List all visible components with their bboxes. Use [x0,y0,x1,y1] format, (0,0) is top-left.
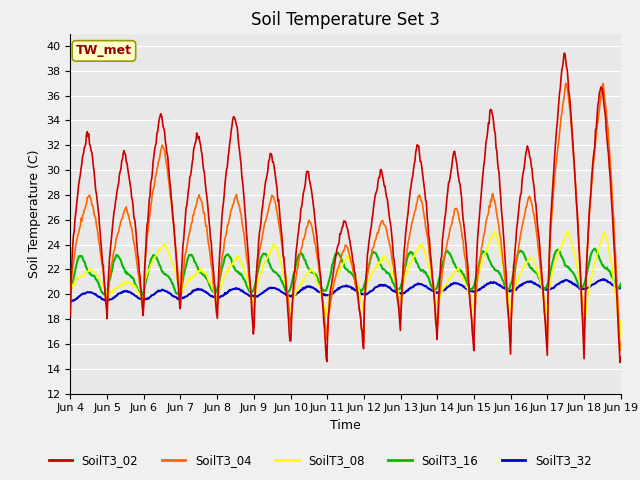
SoilT3_32 [429,288,437,294]
SoilT3_08 [564,228,572,234]
Line: SoilT3_16: SoilT3_16 [70,249,621,295]
SoilT3_02 [218,213,226,219]
X-axis label: Time: Time [330,419,361,432]
SoilT3_32 [190,288,198,293]
SoilT3_02 [429,276,436,281]
SoilT3_08 [218,280,226,286]
SoilT3_32 [617,285,625,290]
SoilT3_08 [189,273,196,278]
SoilT3_04 [189,213,196,218]
Line: SoilT3_02: SoilT3_02 [70,53,621,362]
SoilT3_04 [617,339,625,345]
SoilT3_02 [413,146,420,152]
SoilT3_16 [617,281,625,287]
SoilT3_04 [616,348,624,353]
SoilT3_32 [600,276,608,282]
SoilT3_32 [67,299,75,305]
SoilT3_04 [218,255,226,261]
SoilT3_08 [133,286,141,292]
Legend: SoilT3_02, SoilT3_04, SoilT3_08, SoilT3_16, SoilT3_32: SoilT3_02, SoilT3_04, SoilT3_08, SoilT3_… [44,449,596,472]
Text: TW_met: TW_met [76,44,132,58]
SoilT3_16 [138,292,146,298]
SoilT3_16 [413,260,421,266]
SoilT3_08 [413,249,420,255]
SoilT3_16 [429,286,437,292]
SoilT3_32 [77,292,85,298]
SoilT3_02 [77,171,84,177]
Line: SoilT3_32: SoilT3_32 [70,279,621,302]
SoilT3_32 [413,281,421,287]
SoilT3_02 [616,360,624,365]
SoilT3_32 [219,293,227,299]
SoilT3_02 [67,313,74,319]
SoilT3_16 [133,285,141,290]
SoilT3_16 [219,263,227,269]
Line: SoilT3_04: SoilT3_04 [70,84,621,350]
SoilT3_08 [429,279,436,285]
SoilT3_08 [67,291,74,297]
SoilT3_16 [591,246,598,252]
SoilT3_32 [67,299,74,304]
SoilT3_02 [560,50,568,56]
SoilT3_16 [77,254,84,260]
SoilT3_08 [617,318,625,324]
SoilT3_04 [67,304,74,310]
SoilT3_16 [190,256,198,262]
SoilT3_32 [134,295,141,300]
Y-axis label: Soil Temperature (C): Soil Temperature (C) [28,149,41,278]
SoilT3_04 [413,201,420,207]
Line: SoilT3_08: SoilT3_08 [70,231,621,337]
SoilT3_04 [562,81,570,86]
SoilT3_02 [189,156,196,162]
SoilT3_08 [616,334,624,340]
SoilT3_08 [77,273,84,279]
SoilT3_02 [133,243,141,249]
SoilT3_04 [77,223,84,228]
SoilT3_04 [429,279,436,285]
Title: Soil Temperature Set 3: Soil Temperature Set 3 [251,11,440,29]
SoilT3_02 [617,355,625,360]
SoilT3_04 [133,261,141,266]
SoilT3_16 [67,289,74,295]
